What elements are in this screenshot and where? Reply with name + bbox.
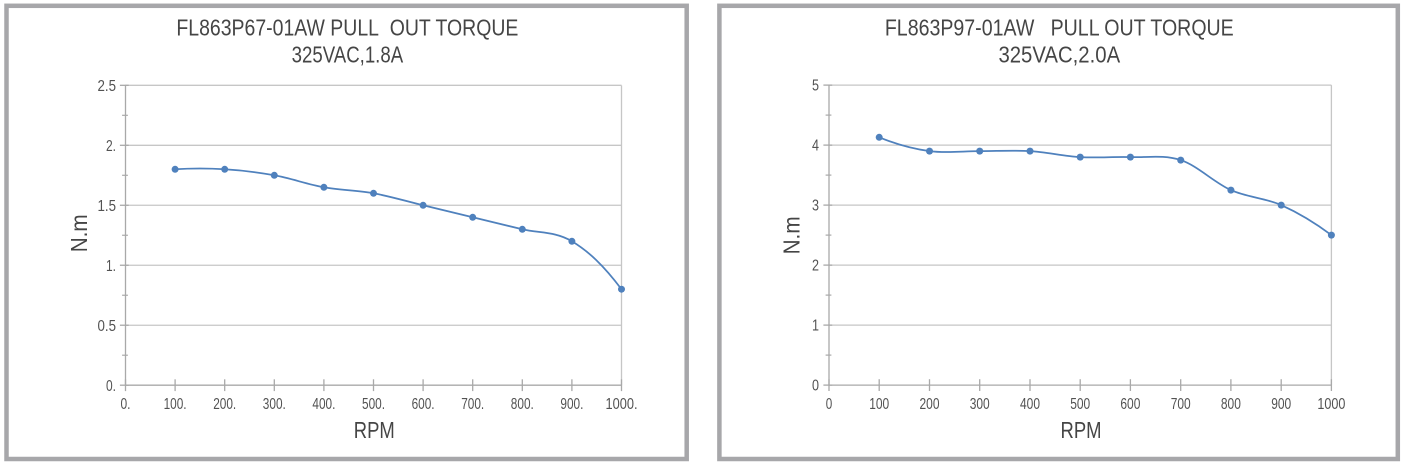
svg-text:5: 5: [812, 78, 819, 95]
svg-text:325VAC,1.8A: 325VAC,1.8A: [292, 42, 404, 68]
svg-text:4: 4: [812, 138, 819, 155]
svg-text:1.: 1.: [106, 258, 116, 275]
svg-text:2.5: 2.5: [98, 78, 117, 95]
svg-text:FL863P67-01AW PULL OUT TORQUE: FL863P67-01AW PULL OUT TORQUE: [176, 15, 518, 41]
svg-text:600.: 600.: [412, 396, 435, 413]
svg-text:1000: 1000: [1317, 396, 1345, 413]
svg-text:700: 700: [1171, 396, 1191, 413]
svg-text:0.: 0.: [106, 378, 116, 395]
svg-text:200.: 200.: [213, 396, 236, 413]
svg-text:RPM: RPM: [354, 417, 395, 443]
svg-text:300.: 300.: [263, 396, 286, 413]
svg-text:1000.: 1000.: [606, 396, 638, 413]
svg-text:800: 800: [1221, 396, 1241, 413]
svg-text:400.: 400.: [312, 396, 335, 413]
svg-text:400: 400: [1020, 396, 1040, 413]
svg-text:500: 500: [1070, 396, 1090, 413]
svg-text:FL863P97-01AW PULL OUT TORQU: FL863P97-01AW PULL OUT TORQUE: [885, 15, 1234, 41]
svg-text:1: 1: [812, 318, 819, 335]
svg-text:0.: 0.: [121, 396, 131, 413]
svg-text:100.: 100.: [164, 396, 187, 413]
svg-text:700.: 700.: [461, 396, 484, 413]
svg-text:0: 0: [812, 378, 819, 395]
svg-text:200: 200: [920, 396, 940, 413]
svg-text:2.: 2.: [106, 138, 116, 155]
svg-text:N.m: N.m: [779, 216, 805, 254]
svg-text:0: 0: [826, 396, 833, 413]
svg-text:RPM: RPM: [1061, 417, 1102, 443]
svg-text:300: 300: [970, 396, 990, 413]
svg-text:900: 900: [1271, 396, 1291, 413]
svg-text:325VAC,2.0A: 325VAC,2.0A: [998, 42, 1120, 68]
svg-text:1.5: 1.5: [98, 198, 117, 215]
svg-text:500.: 500.: [362, 396, 385, 413]
svg-text:3: 3: [812, 198, 819, 215]
svg-text:N.m: N.m: [66, 214, 92, 252]
svg-text:100: 100: [869, 396, 889, 413]
svg-text:800.: 800.: [511, 396, 534, 413]
svg-text:2: 2: [812, 258, 819, 275]
svg-text:900.: 900.: [560, 396, 583, 413]
svg-text:0.5: 0.5: [98, 318, 117, 335]
svg-text:600: 600: [1120, 396, 1140, 413]
